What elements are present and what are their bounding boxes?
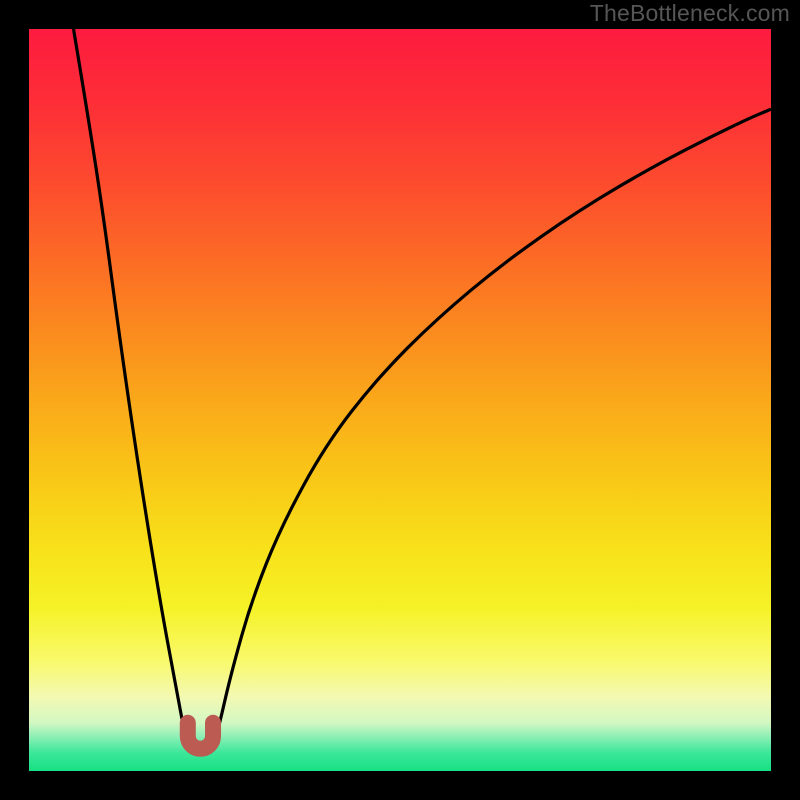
gradient-background bbox=[29, 29, 771, 771]
bottleneck-chart bbox=[29, 29, 771, 771]
chart-frame: TheBottleneck.com bbox=[0, 0, 800, 800]
plot-area bbox=[29, 29, 771, 771]
watermark-text: TheBottleneck.com bbox=[590, 0, 790, 27]
